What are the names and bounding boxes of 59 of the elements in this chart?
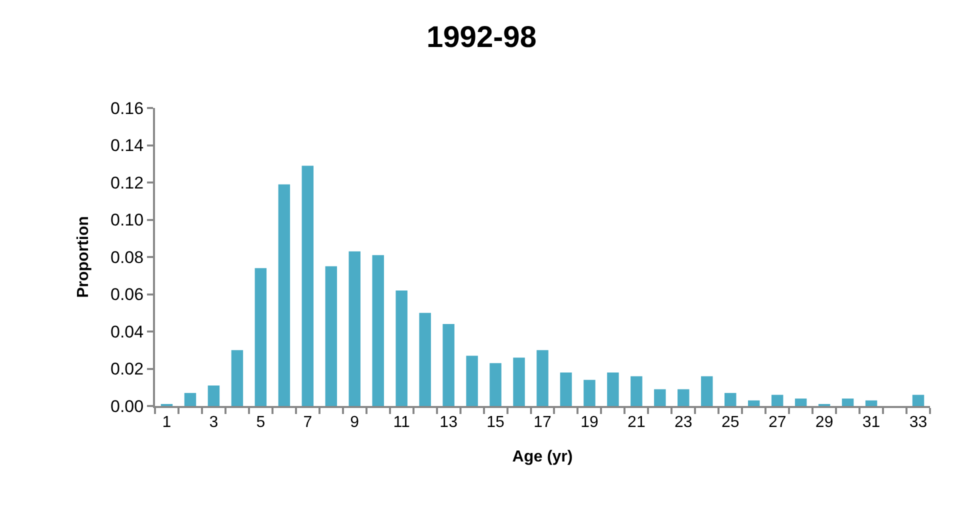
bar — [396, 290, 408, 406]
x-tick-label: 9 — [350, 414, 360, 432]
bar — [865, 400, 878, 406]
bar — [466, 356, 478, 406]
bar — [794, 398, 807, 406]
y-tick-label: 0.02 — [110, 360, 144, 379]
bar — [513, 358, 525, 406]
y-tick-label: 0.10 — [110, 210, 144, 230]
x-tick-label: 25 — [721, 414, 740, 432]
chart-title: 1992-98 — [426, 20, 537, 54]
x-tick-label: 23 — [674, 414, 692, 432]
x-tick-label: 33 — [909, 414, 928, 432]
x-tick-label: 29 — [815, 414, 834, 432]
bar — [208, 386, 220, 406]
x-tick-label: 15 — [486, 414, 505, 432]
x-axis-title: Age (yr) — [512, 448, 573, 466]
x-tick-label: 11 — [393, 414, 410, 432]
bar — [560, 372, 572, 406]
bar — [701, 376, 713, 406]
bar — [842, 398, 854, 406]
bar — [724, 392, 736, 406]
bar — [678, 389, 690, 406]
y-tick-label: 0.06 — [110, 285, 144, 304]
bar — [419, 312, 431, 406]
bar — [348, 251, 360, 406]
x-tick-label: 1 — [162, 414, 172, 432]
bar — [748, 400, 760, 406]
x-tick-label: 17 — [534, 414, 552, 432]
bar — [584, 380, 596, 406]
x-tick-label: 21 — [628, 414, 646, 432]
x-tick-label: 5 — [256, 414, 266, 432]
y-tick-label: 0.12 — [110, 173, 144, 192]
bar — [372, 255, 384, 406]
bar — [490, 363, 502, 406]
bar — [912, 394, 924, 406]
y-tick-label: 0.16 — [110, 98, 144, 118]
y-tick-label: 0.08 — [110, 248, 144, 267]
bar — [325, 266, 338, 406]
bar — [231, 350, 244, 406]
bar — [184, 392, 196, 406]
bar — [771, 394, 784, 406]
bar — [607, 372, 619, 406]
y-tick-label: 0.00 — [110, 396, 144, 416]
y-tick-label: 0.04 — [110, 322, 144, 342]
bar — [442, 324, 454, 406]
y-tick-label: 0.14 — [110, 136, 144, 156]
x-tick-label: 7 — [303, 414, 312, 432]
bar — [654, 389, 666, 406]
bar — [536, 350, 548, 406]
bar — [278, 184, 290, 406]
bar — [630, 376, 642, 406]
x-tick-label: 13 — [440, 414, 458, 432]
bar — [254, 268, 267, 406]
x-tick-label: 27 — [768, 414, 786, 432]
bar — [302, 166, 314, 406]
y-axis-title: Proportion — [74, 216, 92, 298]
x-tick-label: 31 — [862, 414, 880, 432]
x-tick-label: 19 — [580, 414, 598, 432]
x-tick-label: 3 — [209, 414, 218, 432]
